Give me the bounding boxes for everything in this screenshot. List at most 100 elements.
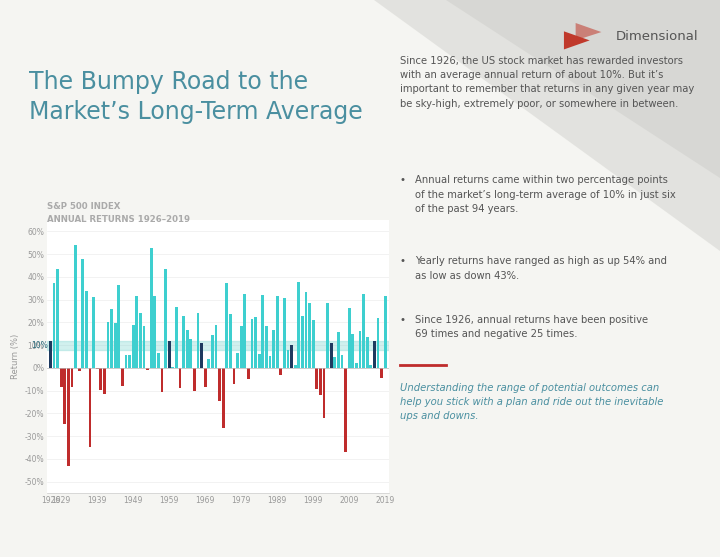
Bar (319, 368, 322, 395)
Bar (200, 343, 203, 368)
Bar (175, 307, 178, 368)
Text: •: • (400, 256, 405, 266)
Bar (290, 345, 293, 368)
Bar (193, 368, 196, 391)
Y-axis label: Return (%): Return (%) (12, 334, 20, 379)
Text: 10%: 10% (31, 341, 48, 350)
Bar (99, 368, 102, 390)
Polygon shape (374, 0, 720, 251)
Bar (107, 322, 109, 368)
Bar (67, 368, 70, 466)
Bar (287, 350, 289, 368)
Bar (157, 353, 160, 368)
Bar (215, 325, 217, 368)
Bar (197, 313, 199, 368)
Bar (164, 269, 167, 368)
Bar (132, 325, 135, 368)
Bar (240, 325, 243, 368)
Bar (186, 330, 189, 368)
Bar (308, 303, 311, 368)
Text: •: • (400, 175, 405, 185)
Bar (92, 297, 95, 368)
Bar (315, 368, 318, 389)
Polygon shape (446, 0, 720, 178)
Bar (182, 316, 185, 368)
Bar (96, 368, 99, 369)
Bar (89, 368, 91, 447)
Bar (114, 323, 117, 368)
Bar (63, 368, 66, 424)
Bar (222, 368, 225, 428)
Bar (312, 320, 315, 368)
Text: Annual returns came within two percentage points
of the market’s long-term avera: Annual returns came within two percentag… (415, 175, 676, 214)
Bar (305, 292, 307, 368)
Bar (279, 368, 282, 375)
Bar (233, 368, 235, 384)
Bar (146, 368, 149, 370)
Bar (283, 299, 286, 368)
Bar (207, 359, 210, 368)
Bar (125, 355, 127, 368)
Bar (243, 294, 246, 368)
Bar (229, 314, 232, 368)
Text: The Bumpy Road to the: The Bumpy Road to the (29, 70, 308, 94)
Bar (139, 313, 142, 368)
Bar (168, 340, 171, 368)
Bar (103, 368, 106, 394)
Bar (47, 340, 389, 350)
Bar (236, 353, 239, 368)
Polygon shape (576, 23, 601, 40)
Bar (143, 326, 145, 368)
Bar (326, 302, 329, 368)
Bar (366, 336, 369, 368)
Bar (276, 296, 279, 368)
Bar (153, 296, 156, 368)
Bar (377, 318, 379, 368)
Bar (261, 295, 264, 368)
Bar (294, 365, 297, 368)
Bar (380, 368, 383, 378)
Bar (211, 335, 214, 368)
Bar (117, 285, 120, 368)
Bar (258, 354, 261, 368)
Text: S&P 500 INDEX: S&P 500 INDEX (47, 202, 120, 211)
Bar (85, 291, 88, 368)
Bar (254, 317, 257, 368)
Text: Understanding the range of potential outcomes can
help you stick with a plan and: Understanding the range of potential out… (400, 383, 663, 422)
Bar (269, 356, 271, 368)
Text: Since 1926, annual returns have been positive
69 times and negative 25 times.: Since 1926, annual returns have been pos… (415, 315, 649, 339)
Text: •: • (400, 315, 405, 325)
Bar (81, 260, 84, 368)
Text: ANNUAL RETURNS 1926–2019: ANNUAL RETURNS 1926–2019 (47, 215, 190, 224)
Bar (150, 248, 153, 368)
Bar (204, 368, 207, 387)
Text: Dimensional: Dimensional (616, 30, 698, 43)
Bar (384, 296, 387, 368)
Bar (179, 368, 181, 388)
Bar (74, 245, 77, 368)
Bar (135, 296, 138, 368)
Bar (128, 355, 131, 368)
Text: Market’s Long-Term Average: Market’s Long-Term Average (29, 100, 363, 124)
Bar (218, 368, 221, 401)
Text: Since 1926, the US stock market has rewarded investors
with an average annual re: Since 1926, the US stock market has rewa… (400, 56, 694, 109)
Bar (369, 365, 372, 368)
Bar (78, 368, 81, 371)
Bar (272, 330, 275, 368)
Bar (323, 368, 325, 418)
Bar (225, 284, 228, 368)
Bar (265, 326, 268, 368)
Bar (351, 334, 354, 368)
Bar (53, 282, 55, 368)
Bar (251, 319, 253, 368)
Bar (337, 332, 340, 368)
Bar (56, 268, 59, 368)
Bar (301, 315, 304, 368)
Bar (49, 341, 52, 368)
Bar (247, 368, 250, 379)
Bar (161, 368, 163, 393)
Bar (341, 355, 343, 368)
Bar (60, 368, 63, 387)
Bar (362, 294, 365, 368)
Bar (373, 340, 376, 368)
